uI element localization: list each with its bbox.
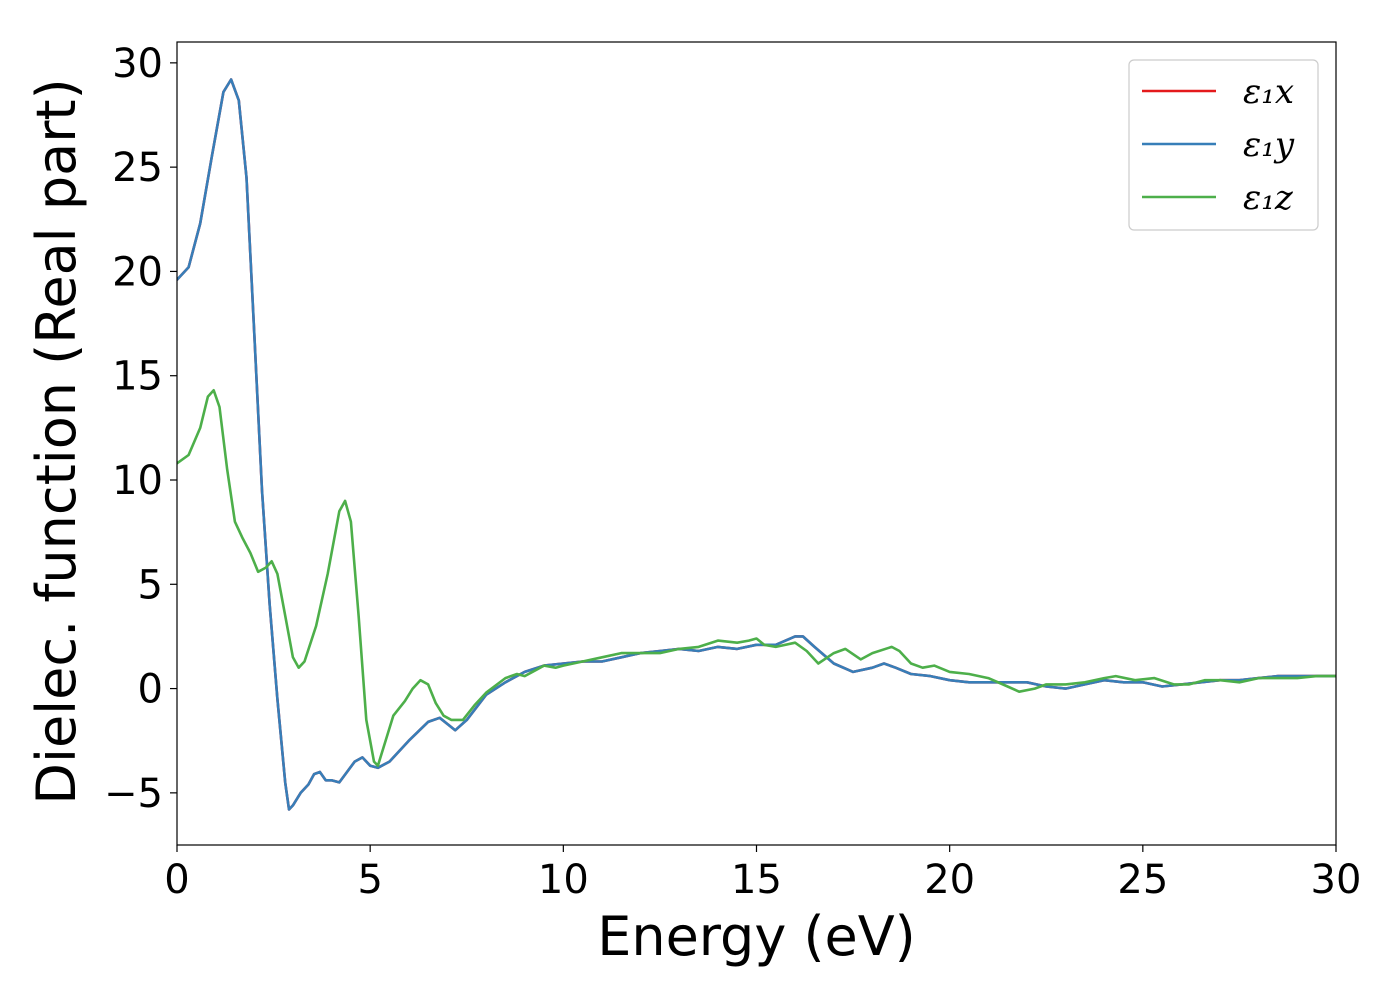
series-lines-layer bbox=[177, 78, 1336, 811]
y-tick-label: 20 bbox=[112, 249, 163, 295]
legend-box bbox=[1128, 59, 1319, 231]
legend: ε₁x ε₁y ε₁z bbox=[1128, 59, 1319, 231]
y-axis-label: Dielec. function (Real part) bbox=[25, 78, 88, 804]
y-tick-label: 0 bbox=[138, 667, 163, 713]
x-tick-label: 10 bbox=[538, 857, 589, 903]
y-tick-label: 10 bbox=[112, 458, 163, 504]
x-tick-label: 5 bbox=[357, 857, 382, 903]
x-tick-label: 15 bbox=[731, 857, 782, 903]
series-line-y bbox=[177, 78, 1336, 811]
y-tick-label: 30 bbox=[112, 41, 163, 87]
legend-label-z: ε₁z bbox=[1243, 178, 1294, 218]
x-tick-label: 30 bbox=[1311, 857, 1362, 903]
x-axis-label: Energy (eV) bbox=[597, 905, 916, 968]
tick-marks-layer bbox=[170, 62, 1337, 852]
x-tick-label: 20 bbox=[924, 857, 975, 903]
y-tick-label: 15 bbox=[112, 354, 163, 400]
y-tick-label: 5 bbox=[138, 562, 163, 608]
legend-label-x: ε₁x bbox=[1243, 72, 1294, 112]
y-tick-label: 25 bbox=[112, 145, 163, 191]
series-line-z bbox=[177, 389, 1336, 767]
y-tick-label: −5 bbox=[104, 771, 163, 817]
x-tick-label: 0 bbox=[164, 857, 189, 903]
legend-label-y: ε₁y bbox=[1243, 125, 1295, 165]
x-tick-label: 25 bbox=[1117, 857, 1168, 903]
